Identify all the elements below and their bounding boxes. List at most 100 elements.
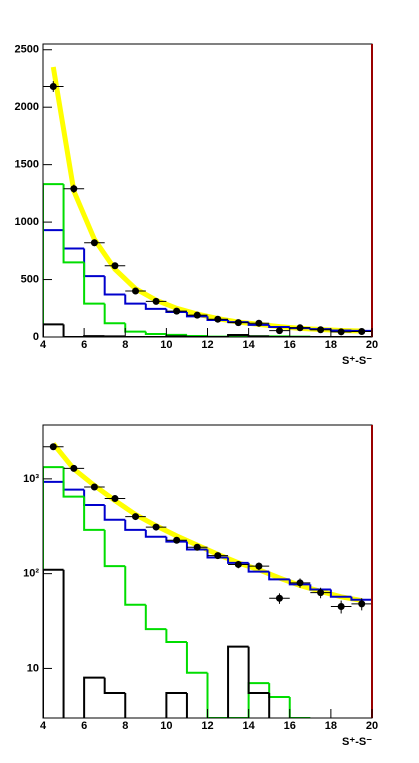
x-tick-label: 14 — [243, 339, 256, 351]
histogram-bin — [288, 579, 311, 586]
x-tick-label: 12 — [201, 720, 213, 732]
data-point — [317, 589, 325, 597]
data-point — [90, 483, 98, 491]
x-tick-label: 10 — [160, 339, 172, 351]
y-tick-label: 2000 — [15, 101, 39, 113]
x-tick-label: 10 — [160, 720, 172, 732]
data-point — [111, 262, 119, 270]
histogram-bin — [83, 262, 105, 305]
x-tick-label: 4 — [40, 720, 47, 732]
histogram-bin — [268, 571, 290, 581]
x-tick-label: 18 — [325, 339, 337, 351]
fit-curve — [51, 442, 363, 604]
data-point — [132, 513, 140, 521]
data-point — [234, 560, 242, 568]
data-point — [132, 287, 140, 295]
histogram-bin — [124, 294, 146, 305]
y-tick-label: 10² — [23, 568, 39, 580]
histogram-bin — [165, 333, 187, 336]
x-tick-label: 16 — [284, 339, 296, 351]
histogram-bin — [144, 331, 167, 336]
histogram-bin — [288, 696, 311, 718]
histogram-bin — [62, 184, 85, 264]
histogram-bin — [62, 324, 85, 337]
histogram-bin — [83, 676, 105, 718]
histogram-bin — [124, 323, 146, 333]
data-point — [296, 324, 304, 332]
histogram-bin — [43, 323, 64, 337]
histogram-bin — [227, 334, 249, 337]
data-point — [296, 579, 304, 587]
data-point — [337, 603, 345, 611]
histogram-bin — [103, 276, 126, 296]
histogram-bin — [268, 324, 290, 329]
x-tick-label: 20 — [366, 720, 378, 732]
data-point — [111, 495, 119, 503]
histogram-bin — [43, 480, 64, 718]
data-point — [214, 315, 222, 323]
histogram-bin — [62, 230, 85, 250]
histogram-bin — [144, 604, 167, 631]
data-point — [214, 552, 222, 560]
histogram-bin — [83, 496, 105, 531]
histogram-bin — [62, 481, 85, 491]
data-point — [255, 562, 263, 570]
data-point — [173, 536, 181, 544]
data-point — [70, 464, 78, 472]
y-tick-label: 1000 — [15, 216, 39, 228]
x-axis-label: S⁺-S⁻ — [342, 355, 372, 367]
histogram-bin — [227, 645, 249, 718]
data-point — [193, 311, 201, 319]
histogram-bin — [268, 683, 290, 698]
data-point — [358, 327, 366, 335]
histogram-bin — [185, 693, 188, 718]
histogram-bin — [206, 549, 229, 559]
data-point — [70, 185, 78, 193]
histogram-bin — [206, 316, 229, 321]
histogram-bin — [185, 642, 208, 674]
histogram-bin — [329, 589, 352, 598]
histogram-bin — [124, 519, 146, 531]
data-point — [173, 307, 181, 315]
x-tick-label: 16 — [284, 720, 296, 732]
x-tick-label: 14 — [243, 720, 256, 732]
histogram-bin — [62, 569, 65, 718]
histogram-bin — [350, 596, 372, 718]
x-tick-label: 8 — [122, 339, 128, 351]
histogram-bin — [144, 303, 167, 310]
histogram-bin — [247, 646, 270, 695]
data-point — [275, 594, 283, 602]
frame — [42, 43, 373, 338]
histogram-bin — [144, 529, 167, 538]
data-point — [49, 83, 57, 91]
histogram-bin — [247, 682, 270, 718]
histogram-bin — [309, 584, 331, 591]
data-point — [337, 328, 345, 336]
histogram-bin — [62, 467, 85, 498]
y-tick-label: 1500 — [15, 159, 39, 171]
histogram-bin — [43, 568, 64, 718]
histogram-bin — [124, 693, 127, 718]
y-tick-label: 10 — [27, 662, 39, 674]
data-point — [152, 297, 160, 305]
y-tick-label: 2500 — [15, 44, 39, 56]
x-tick-label: 4 — [40, 339, 47, 351]
x-tick-label: 12 — [201, 339, 213, 351]
histogram-bin — [185, 311, 208, 318]
x-tick-label: 18 — [325, 720, 337, 732]
data-point — [358, 600, 366, 608]
x-tick-label: 6 — [81, 339, 87, 351]
data-point — [152, 523, 160, 531]
data-point — [255, 319, 263, 327]
histogram-bin — [124, 566, 146, 606]
plot-area — [43, 442, 372, 718]
histogram-bin — [43, 229, 64, 337]
data-point — [275, 327, 283, 335]
histogram-bin — [268, 693, 271, 718]
histogram-bin — [165, 692, 187, 718]
histogram-bin — [103, 504, 126, 521]
x-tick-label: 6 — [81, 720, 87, 732]
plot-area — [43, 66, 372, 337]
histogram-bin — [103, 529, 126, 568]
